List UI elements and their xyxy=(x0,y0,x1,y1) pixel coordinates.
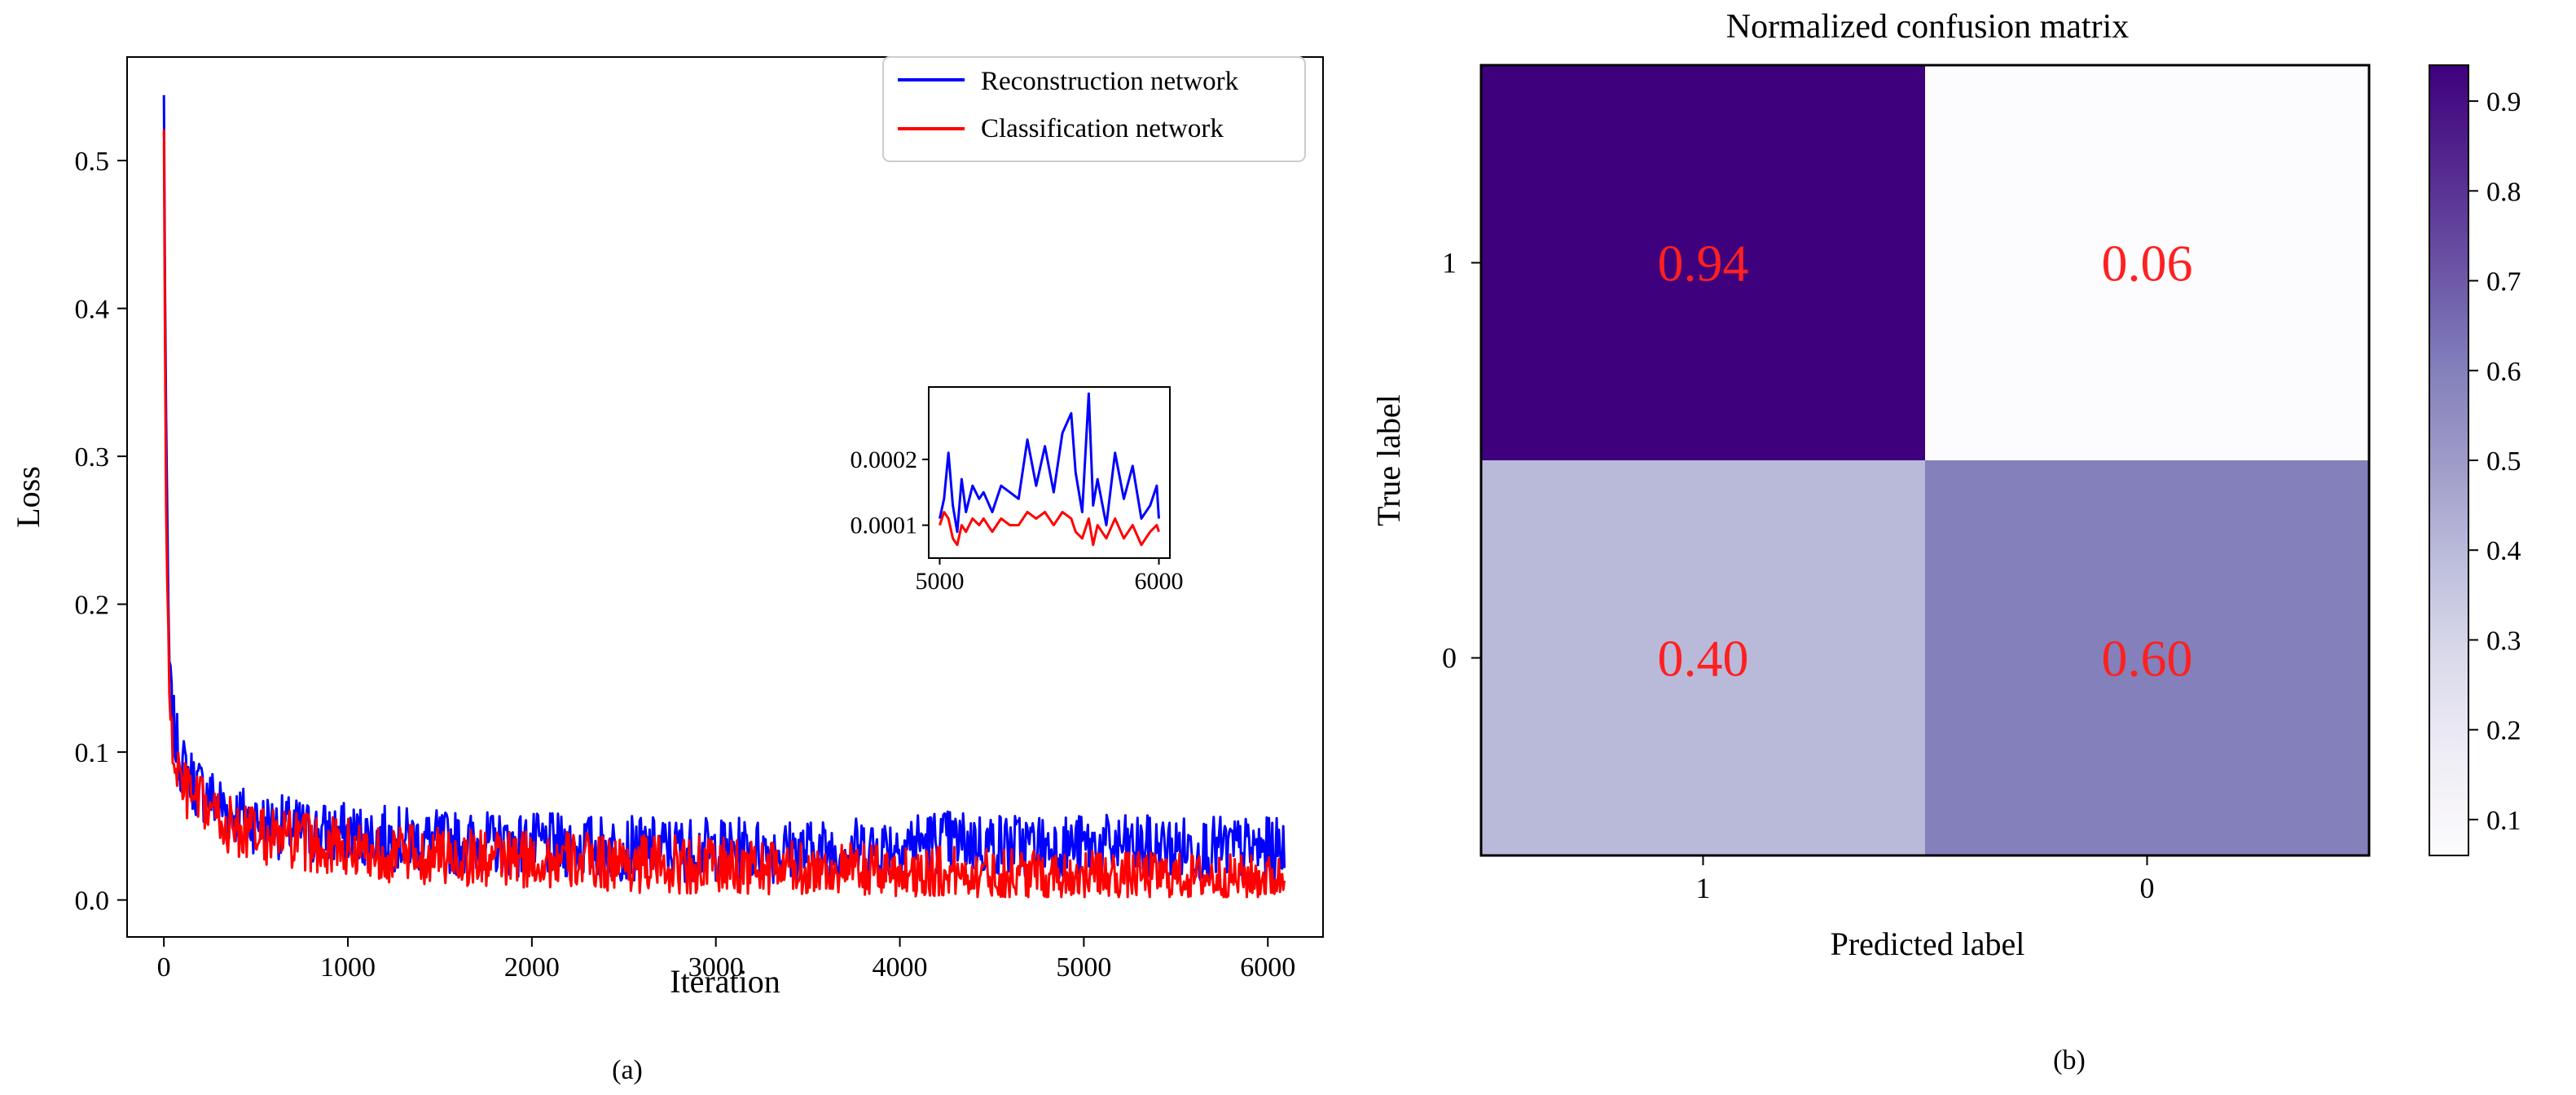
x-axis: 0 1000 2000 3000 4000 5000 6000 xyxy=(157,937,1295,983)
y-tick-label: 0.4 xyxy=(75,295,110,325)
y-tick-label: 1 xyxy=(1442,247,1457,279)
colorbar-ticks: 0.1 0.2 0.3 0.4 0.5 0.6 0.7 0.8 0.9 xyxy=(2468,87,2521,836)
y-tick-label: 0 xyxy=(1442,642,1457,675)
loss-chart: 0 1000 2000 3000 4000 5000 6000 0.00.10.20.30.… xyxy=(10,56,1324,1085)
x-tick-label: 6000 xyxy=(1240,952,1295,983)
matrix-cell xyxy=(1925,65,2369,460)
x-tick-label: 1 xyxy=(1696,872,1711,904)
x-tick-label: 4000 xyxy=(873,952,928,983)
x-tick-label: 3000 xyxy=(688,952,744,983)
x-tick-label: 0 xyxy=(157,952,171,983)
confusion-matrix-chart: Normalized confusion matrix 0.94 0.060.40… xyxy=(1370,8,2521,1075)
legend-box xyxy=(882,56,1306,162)
y-axis-label: Loss xyxy=(10,466,46,528)
x-tick-label: 0 xyxy=(2140,872,2155,904)
series-line-1 xyxy=(162,129,1286,899)
legend-label-reconstruction: Reconstruction network xyxy=(981,67,1239,96)
legend: Reconstruction network Classification ne… xyxy=(882,56,1306,162)
colorbar: 0.1 0.2 0.3 0.4 0.5 0.6 0.7 0.8 0.9 xyxy=(2429,64,2521,856)
colorbar-tick-label: 0.8 xyxy=(2486,177,2521,207)
colorbar-tick-label: 0.5 xyxy=(2486,446,2521,477)
matrix-cell xyxy=(1481,65,1925,460)
x-axis-label: Predicted label xyxy=(1831,926,2025,962)
panel-label-a: (a) xyxy=(612,1055,643,1085)
matrix-cell-value: 0.06 xyxy=(2102,235,2193,292)
y-axis: 0.0 0.1 0.2 0.3 0.4 0.5 xyxy=(75,147,127,917)
inset-x-tick-label: 6000 xyxy=(1135,568,1184,595)
inset-series-line-0 xyxy=(939,392,1160,534)
y-axis-label: True label xyxy=(1370,394,1407,526)
panel-label-b: (b) xyxy=(2053,1045,2086,1075)
matrix-cell xyxy=(1925,460,2369,855)
y-axis: 10 xyxy=(1442,247,1481,675)
matrix-cells: 0.94 0.06 0.40 0.60 xyxy=(1481,65,2369,855)
plot-area-frame xyxy=(126,56,1324,938)
series-layer xyxy=(162,95,1286,899)
inset-y-tick-label: 0.0002 xyxy=(851,446,918,473)
matrix-cell-value: 0.40 xyxy=(1658,630,1749,688)
chart-title: Normalized confusion matrix xyxy=(1726,8,2130,46)
colorbar-tick-label: 0.2 xyxy=(2486,716,2521,746)
y-tick-label: 0.2 xyxy=(75,591,110,621)
inset-series-layer xyxy=(939,392,1160,547)
matrix-cell xyxy=(1481,460,1925,855)
colorbar-tick-label: 0.1 xyxy=(2486,806,2521,836)
inset-y-axis: 0.0001 0.0002 xyxy=(851,446,929,539)
inset-series-line-1 xyxy=(939,511,1160,547)
colorbar-gradient xyxy=(2429,64,2469,856)
legend-label-classification: Classification network xyxy=(981,114,1224,143)
colorbar-tick-label: 0.9 xyxy=(2486,87,2521,117)
matrix-cell-value: 0.60 xyxy=(2102,630,2193,688)
y-tick-label: 0.1 xyxy=(75,738,110,768)
y-tick-label: 0.5 xyxy=(75,147,110,177)
x-tick-label: 2000 xyxy=(504,952,560,983)
colorbar-tick-label: 0.6 xyxy=(2486,357,2521,387)
inset-x-axis: 5000 6000 xyxy=(915,558,1184,595)
colorbar-tick-label: 0.3 xyxy=(2486,626,2521,656)
colorbar-tick-label: 0.7 xyxy=(2486,267,2521,297)
inset-chart: 5000 6000 0.0001 0.0002 xyxy=(851,386,1184,595)
x-tick-label: 1000 xyxy=(320,952,376,983)
y-tick-label: 0.0 xyxy=(75,886,110,917)
matrix-cell-value: 0.94 xyxy=(1658,235,1749,292)
y-tick-label: 0.3 xyxy=(75,442,110,473)
x-axis-label: Iteration xyxy=(670,963,780,1000)
colorbar-tick-label: 0.4 xyxy=(2486,536,2521,566)
x-tick-label: 5000 xyxy=(1056,952,1111,983)
inset-x-tick-label: 5000 xyxy=(915,568,964,595)
matrix-frame xyxy=(1479,64,2371,857)
inset-y-tick-label: 0.0001 xyxy=(851,512,918,539)
